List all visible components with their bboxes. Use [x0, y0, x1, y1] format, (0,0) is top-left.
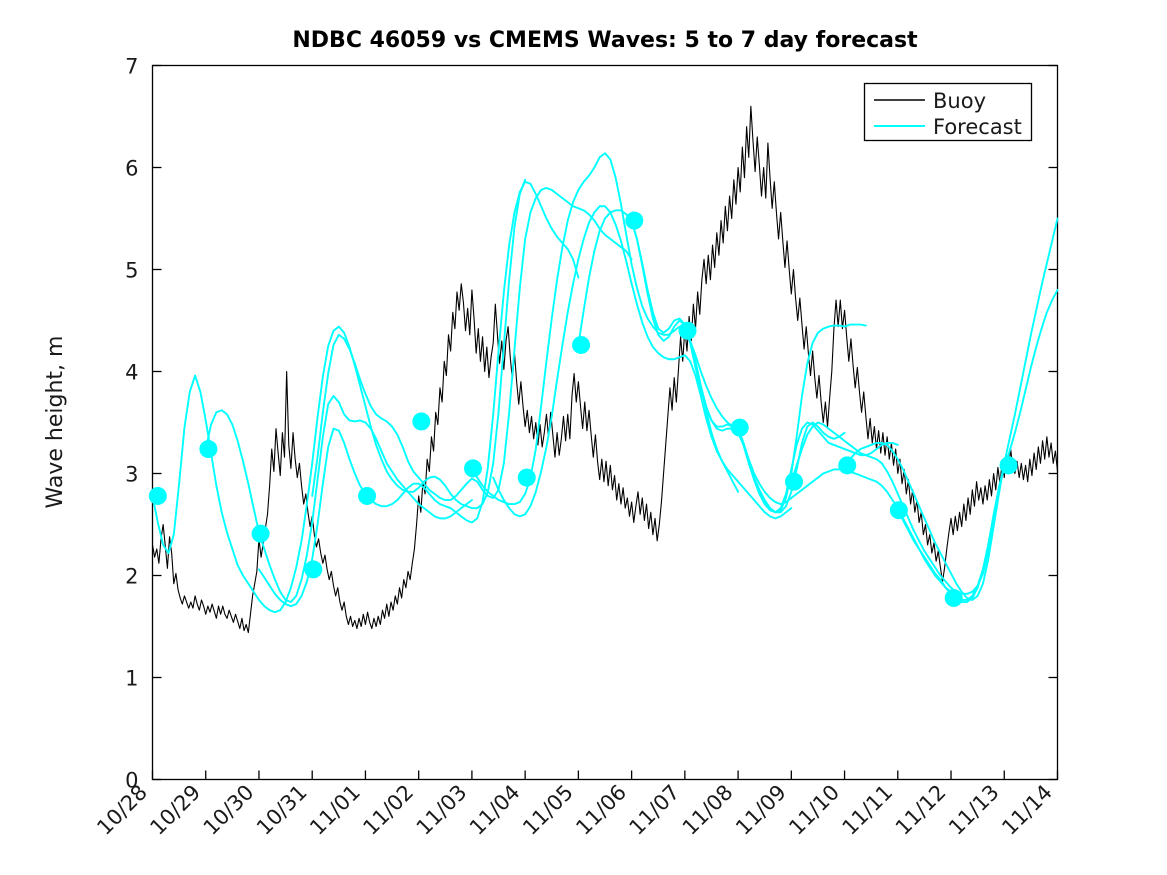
y-tick-label: 7 — [125, 55, 138, 79]
forecast-series-line-segment-2 — [204, 395, 473, 603]
forecast-series-line-segment-11 — [790, 421, 1006, 595]
forecast-series-line-segment-12 — [843, 217, 1059, 601]
forecast-series-line-segment-3 — [258, 180, 580, 608]
forecast-marker-dot — [889, 501, 908, 520]
forecast-marker-dot — [678, 321, 697, 340]
y-tick-label: 5 — [125, 259, 138, 283]
y-axis-label: Wave height, m — [43, 336, 68, 509]
chart-legend[interactable]: Buoy Forecast — [863, 82, 1033, 142]
forecast-marker-dot — [572, 335, 591, 354]
forecast-marker-layer — [148, 211, 1018, 607]
forecast-marker-dot — [730, 418, 749, 437]
y-tick-label: 1 — [125, 667, 138, 691]
forecast-marker-dot — [304, 560, 323, 579]
forecast-marker-dot — [412, 412, 431, 431]
forecast-marker-dot — [517, 468, 536, 487]
forecast-marker-dot — [784, 472, 803, 491]
forecast-marker-dot — [463, 459, 482, 478]
forecast-series-line-segment-9 — [683, 329, 899, 514]
forecast-marker-dot — [148, 486, 167, 505]
forecast-series-line-segment-1 — [151, 178, 527, 614]
legend-box — [863, 82, 1033, 142]
y-tick-label: 3 — [125, 463, 138, 487]
chart-title: NDBC 46059 vs CMEMS Waves: 5 to 7 day fo… — [292, 28, 918, 53]
plot-area-frame — [151, 64, 1059, 781]
y-tick-label: 2 — [125, 565, 138, 589]
y-tick-label: 4 — [125, 361, 138, 385]
forecast-marker-dot — [199, 440, 218, 459]
forecast-marker-dot — [625, 211, 644, 230]
forecast-marker-dot — [944, 588, 963, 607]
forecast-series-line-segment-6 — [492, 205, 793, 520]
y-tick-label: 0 — [125, 769, 138, 793]
forecast-marker-dot — [358, 486, 377, 505]
forecast-series-line-segment-4 — [311, 186, 633, 501]
forecast-marker-dot — [838, 456, 857, 475]
forecast-marker-dot — [999, 456, 1018, 475]
data-series-layer — [151, 105, 1059, 634]
legend-label-buoy: Buoy — [933, 89, 986, 113]
forecast-marker-dot — [251, 524, 270, 543]
y-axis-ticks: 0 1 2 3 4 5 6 7 — [125, 55, 1058, 793]
buoy-series-line — [151, 105, 1059, 634]
y-tick-label: 6 — [125, 157, 138, 181]
legend-label-forecast: Forecast — [933, 115, 1022, 139]
